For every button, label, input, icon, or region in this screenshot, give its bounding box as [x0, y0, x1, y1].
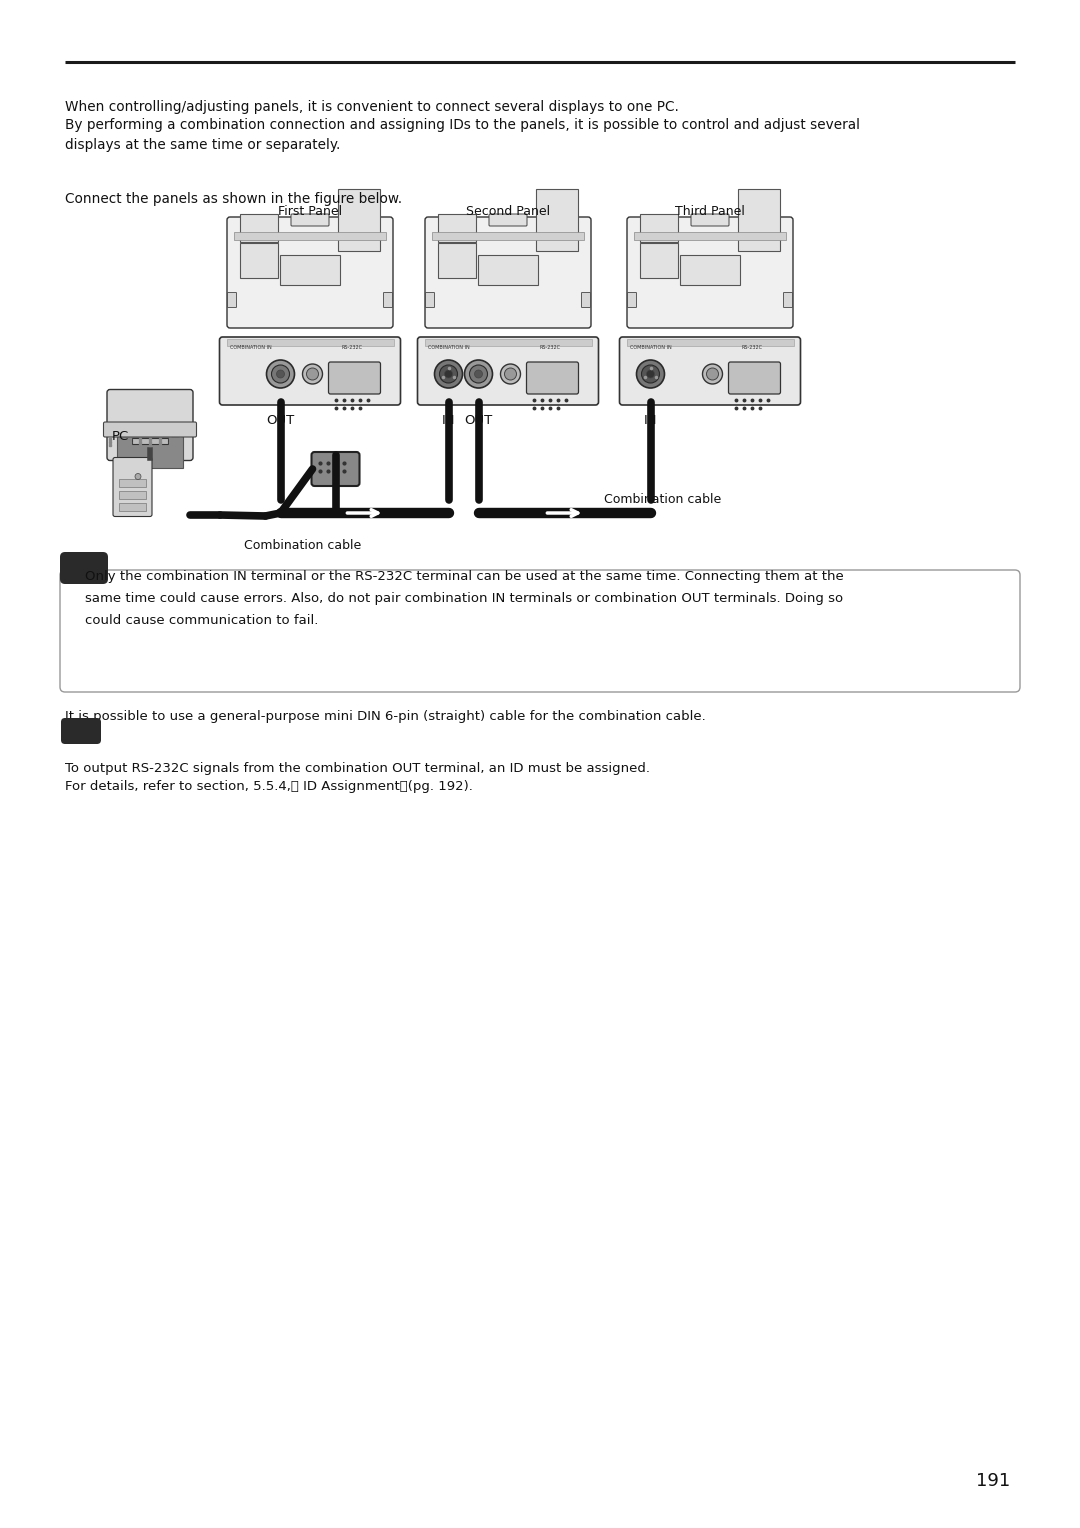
FancyBboxPatch shape — [60, 552, 108, 584]
Bar — [338, 189, 380, 251]
Text: Combination cable: Combination cable — [605, 494, 721, 506]
Bar — [234, 232, 386, 240]
FancyBboxPatch shape — [527, 362, 579, 394]
Text: IN: IN — [644, 414, 658, 426]
Bar — [626, 339, 794, 345]
Bar — [478, 255, 538, 286]
Circle shape — [135, 474, 141, 480]
Text: OUT: OUT — [464, 414, 492, 426]
FancyBboxPatch shape — [291, 214, 329, 226]
Bar — [119, 478, 146, 486]
Text: First Panel: First Panel — [278, 205, 342, 219]
Text: PC: PC — [112, 429, 130, 443]
FancyBboxPatch shape — [691, 214, 729, 226]
FancyBboxPatch shape — [581, 292, 591, 307]
Text: 191: 191 — [975, 1471, 1010, 1490]
Bar — [738, 189, 780, 251]
Bar — [432, 232, 584, 240]
FancyBboxPatch shape — [620, 338, 800, 405]
Circle shape — [440, 365, 458, 384]
Text: When controlling/adjusting panels, it is convenient to connect several displays : When controlling/adjusting panels, it is… — [65, 99, 679, 115]
Circle shape — [307, 368, 319, 380]
Bar — [438, 243, 476, 278]
FancyBboxPatch shape — [426, 292, 434, 307]
FancyBboxPatch shape — [729, 362, 781, 394]
FancyBboxPatch shape — [227, 217, 393, 329]
Bar — [634, 232, 786, 240]
Circle shape — [470, 365, 487, 384]
Text: COMBINATION IN: COMBINATION IN — [630, 345, 672, 350]
Text: To output RS-232C signals from the combination OUT terminal, an ID must be assig: To output RS-232C signals from the combi… — [65, 762, 650, 775]
Bar — [119, 490, 146, 498]
Circle shape — [271, 365, 289, 384]
Circle shape — [636, 361, 664, 388]
Bar — [424, 339, 592, 345]
Circle shape — [267, 361, 295, 388]
Circle shape — [464, 361, 492, 388]
Bar — [680, 255, 740, 286]
FancyBboxPatch shape — [311, 452, 360, 486]
FancyBboxPatch shape — [113, 457, 152, 516]
FancyBboxPatch shape — [228, 292, 237, 307]
Circle shape — [434, 361, 462, 388]
Text: COMBINATION IN: COMBINATION IN — [230, 345, 271, 350]
Text: same time could cause errors. Also, do not pair combination IN terminals or comb: same time could cause errors. Also, do n… — [85, 591, 843, 605]
Circle shape — [276, 370, 284, 377]
Text: Only the combination IN terminal or the RS-232C terminal can be used at the same: Only the combination IN terminal or the … — [85, 570, 843, 584]
Text: Third Panel: Third Panel — [675, 205, 745, 219]
Text: Connect the panels as shown in the figure below.: Connect the panels as shown in the figur… — [65, 193, 402, 206]
Circle shape — [474, 370, 483, 377]
Circle shape — [702, 364, 723, 384]
FancyBboxPatch shape — [328, 362, 380, 394]
Bar — [280, 255, 340, 286]
Circle shape — [445, 370, 453, 377]
Bar — [240, 243, 278, 278]
Text: By performing a combination connection and assigning IDs to the panels, it is po: By performing a combination connection a… — [65, 118, 860, 153]
FancyBboxPatch shape — [107, 390, 193, 460]
Text: For details, refer to section, 5.5.4,　 ID Assignment　(pg. 192).: For details, refer to section, 5.5.4, ID… — [65, 779, 473, 793]
Bar — [240, 214, 278, 241]
Bar — [536, 189, 578, 251]
Circle shape — [706, 368, 718, 380]
Text: could cause communication to fail.: could cause communication to fail. — [85, 614, 319, 626]
Text: Second Panel: Second Panel — [465, 205, 550, 219]
Text: It is possible to use a general-purpose mini DIN 6-pin (straight) cable for the : It is possible to use a general-purpose … — [65, 711, 705, 723]
Circle shape — [647, 370, 654, 377]
Circle shape — [642, 365, 660, 384]
Bar — [117, 423, 183, 468]
Text: OUT: OUT — [267, 414, 295, 426]
Text: Combination cable: Combination cable — [244, 539, 362, 552]
Text: RS-232C: RS-232C — [742, 345, 762, 350]
Bar — [119, 503, 146, 510]
FancyBboxPatch shape — [783, 292, 793, 307]
FancyBboxPatch shape — [383, 292, 392, 307]
FancyBboxPatch shape — [627, 217, 793, 329]
Circle shape — [500, 364, 521, 384]
FancyBboxPatch shape — [60, 718, 102, 744]
Bar — [640, 214, 678, 241]
FancyBboxPatch shape — [489, 214, 527, 226]
Circle shape — [302, 364, 323, 384]
Bar — [438, 214, 476, 241]
Text: IN: IN — [442, 414, 456, 426]
Bar — [640, 243, 678, 278]
Text: COMBINATION IN: COMBINATION IN — [428, 345, 470, 350]
Bar — [132, 437, 168, 443]
FancyBboxPatch shape — [60, 570, 1020, 692]
Text: RS-232C: RS-232C — [540, 345, 561, 350]
FancyBboxPatch shape — [627, 292, 636, 307]
Bar — [227, 339, 393, 345]
Circle shape — [504, 368, 516, 380]
Text: RS-232C: RS-232C — [342, 345, 363, 350]
FancyBboxPatch shape — [426, 217, 591, 329]
FancyBboxPatch shape — [219, 338, 401, 405]
FancyBboxPatch shape — [418, 338, 598, 405]
FancyBboxPatch shape — [104, 422, 197, 437]
